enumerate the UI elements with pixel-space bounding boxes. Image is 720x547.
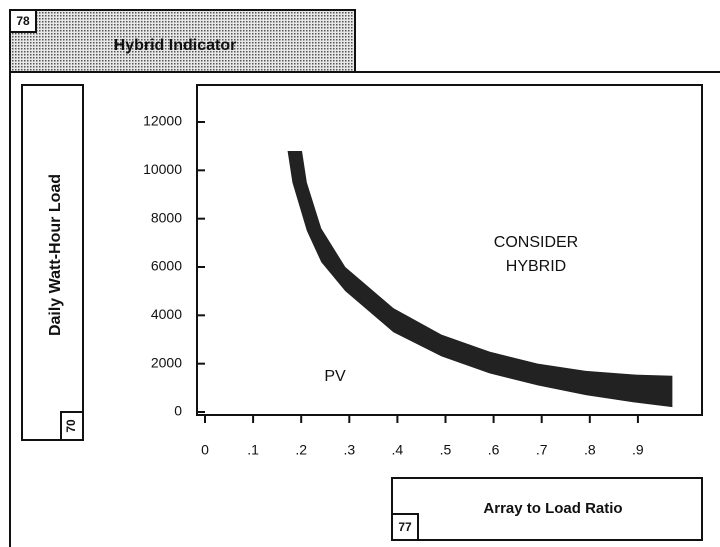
y-label-number-box: [60, 411, 84, 441]
y-tick-label: 8000: [151, 209, 182, 225]
x-label-box: [391, 477, 703, 541]
x-tick-label: .7: [536, 442, 548, 458]
y-tick-label: 6000: [151, 258, 182, 274]
chart-title: Hybrid Indicator: [114, 37, 237, 54]
x-tick-label: .3: [343, 442, 355, 458]
x-tick-label: .5: [440, 442, 452, 458]
x-tick-label: .6: [488, 442, 500, 458]
band: [287, 151, 673, 408]
x-tick-label: .1: [247, 442, 259, 458]
x-tick-label: .2: [295, 442, 307, 458]
y-tick-label: 2000: [151, 354, 182, 370]
header: [9, 9, 356, 73]
y-axis-label: Daily Watt-Hour Load: [47, 174, 64, 336]
annotation: HYBRID: [506, 258, 566, 275]
x-tick-label: .9: [632, 442, 644, 458]
annotation: PV: [324, 368, 346, 385]
figure-number: 78: [16, 14, 30, 28]
x-axis-label: Array to Load Ratio: [483, 500, 622, 517]
x-tick-label: .4: [392, 442, 404, 458]
y-tick-label: 12000: [143, 113, 182, 129]
x-label-number: 77: [398, 520, 412, 534]
plot-area: [196, 84, 703, 416]
y-tick-label: 0: [174, 403, 182, 419]
y-label-number: 70: [64, 419, 78, 433]
x-label-number-box: [391, 513, 419, 541]
x-tick-label: 0: [201, 442, 209, 458]
y-tick-label: 4000: [151, 306, 182, 322]
y-label-box: [21, 84, 84, 441]
x-tick-label: .8: [584, 442, 596, 458]
annotation: CONSIDER: [494, 234, 578, 251]
y-tick-label: 10000: [143, 161, 182, 177]
figure-number-box: [9, 9, 37, 33]
